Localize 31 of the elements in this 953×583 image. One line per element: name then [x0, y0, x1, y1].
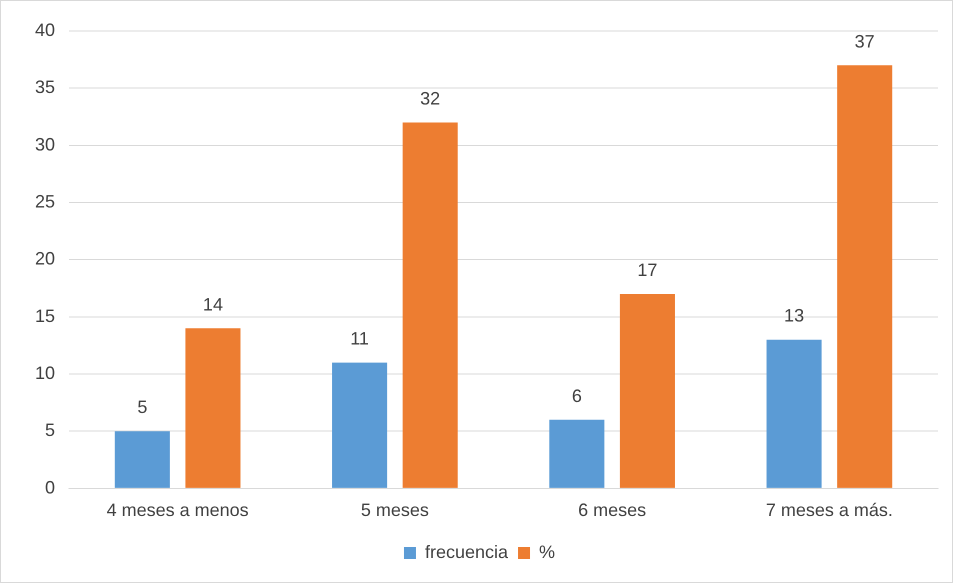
- y-tick-label: 0: [45, 477, 56, 498]
- data-label: 11: [350, 328, 369, 349]
- y-tick-label: 40: [34, 20, 56, 40]
- x-tick-label: 5 meses: [360, 500, 429, 520]
- bar: [114, 431, 170, 488]
- y-tick-label: 5: [45, 420, 56, 440]
- y-tick-label: 35: [34, 77, 56, 98]
- bar: [837, 65, 892, 488]
- y-tick-label: 20: [34, 248, 56, 269]
- legend-label: frecuencia: [424, 542, 510, 562]
- data-label: 32: [420, 88, 440, 108]
- data-label: 17: [637, 260, 658, 280]
- y-tick-label: 30: [34, 134, 56, 154]
- bar: [549, 420, 604, 488]
- data-label: 14: [202, 294, 223, 314]
- bar: [185, 328, 240, 488]
- bar: [620, 294, 675, 488]
- x-tick-label: 7 meses a más.: [766, 500, 893, 520]
- data-label: 37: [854, 31, 875, 52]
- data-label: 6: [572, 386, 582, 406]
- data-label: 5: [137, 397, 148, 418]
- y-tick-label: 10: [34, 363, 56, 384]
- x-tick-label: 4 meses a menos: [106, 500, 249, 520]
- bar: [766, 340, 822, 488]
- bar: [402, 122, 458, 488]
- bar: [332, 362, 388, 488]
- y-tick-label: 15: [34, 306, 56, 326]
- data-label: 13: [784, 306, 804, 326]
- x-tick-label: 6 meses: [578, 500, 646, 520]
- y-tick-label: 25: [34, 191, 56, 212]
- legend-label: %: [539, 542, 556, 562]
